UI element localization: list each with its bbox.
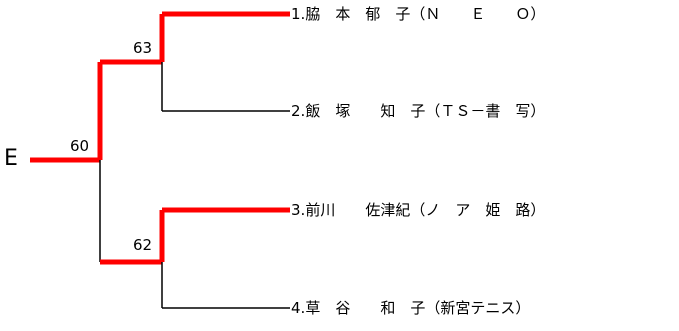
entrant-number: 1. [291,5,306,23]
entrant-name: 脇 本 郁 子（Ｎ Ｅ Ｏ） [305,5,546,23]
final-score: 60 [70,137,90,155]
entrant-1: 1.脇 本 郁 子（Ｎ Ｅ Ｏ） [291,7,545,22]
entrant-name: 前川 佐津紀（ノ ア 姫 路） [305,201,546,219]
semi2-score: 62 [133,236,153,254]
entrant-number: 2. [291,102,306,120]
root-label: E [4,146,18,171]
entrant-number: 3. [291,201,306,219]
entrant-3: 3.前川 佐津紀（ノ ア 姫 路） [291,203,545,218]
entrant-number: 4. [291,299,306,317]
entrant-2: 2.飯 塚 知 子（ＴＳ－書 写） [291,104,545,119]
entrant-name: 草 谷 和 子（新宮テニス） [305,299,531,317]
entrant-name: 飯 塚 知 子（ＴＳ－書 写） [305,102,546,120]
semi1-score: 63 [133,39,153,57]
entrant-4: 4.草 谷 和 子（新宮テニス） [291,301,530,316]
